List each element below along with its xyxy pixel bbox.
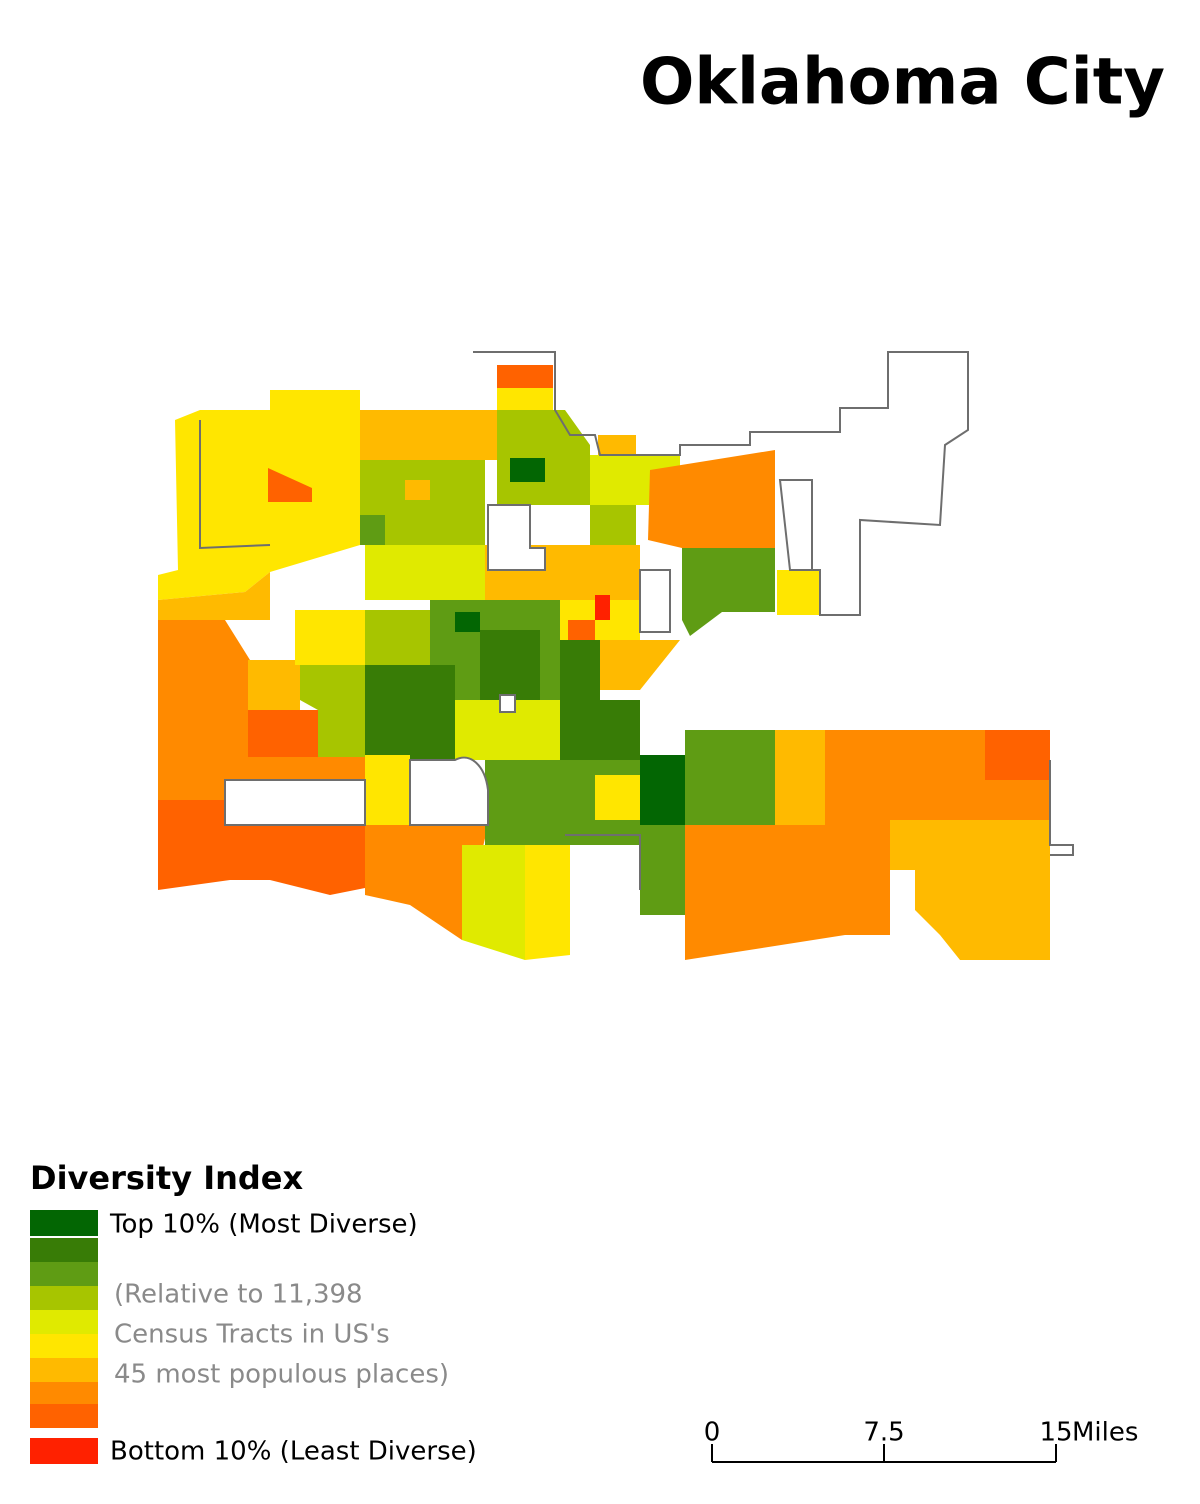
city-boundary	[199, 351, 1074, 890]
legend-swatch	[30, 1334, 98, 1358]
census-tract	[640, 755, 685, 825]
census-tract	[640, 825, 685, 915]
census-tract	[595, 775, 640, 820]
legend-note: (Relative to 11,398	[114, 1280, 363, 1310]
legend-swatch	[30, 1262, 98, 1286]
census-tract	[365, 665, 455, 760]
census-tract	[365, 610, 430, 665]
legend-title: Diversity Index	[30, 1159, 303, 1197]
legend-label: Bottom 10% (Least Diverse)	[110, 1437, 477, 1467]
census-tract	[158, 572, 270, 620]
legend-swatch	[30, 1438, 98, 1464]
census-tract	[600, 640, 680, 690]
legend: Top 10% (Most Diverse) Bottom 10% (Least …	[30, 1210, 477, 1467]
census-tract	[510, 458, 545, 482]
scale-unit: Miles	[1072, 1418, 1138, 1448]
scale-label: 15	[1039, 1418, 1072, 1448]
census-tract	[598, 435, 636, 455]
legend-label: Top 10% (Most Diverse)	[109, 1210, 418, 1240]
census-tract	[365, 825, 488, 940]
census-tract	[682, 548, 775, 636]
census-tract	[360, 515, 385, 545]
legend-swatch	[30, 1382, 98, 1406]
census-tract	[300, 665, 365, 757]
census-tract	[590, 505, 636, 548]
census-tract	[775, 730, 825, 825]
tract-map	[158, 365, 1050, 960]
census-tract	[568, 620, 595, 640]
census-tract	[268, 468, 312, 502]
census-tract	[985, 730, 1050, 780]
census-tract	[497, 388, 553, 410]
census-tract	[365, 545, 485, 600]
census-tract	[360, 460, 485, 545]
census-tract	[890, 820, 1050, 960]
census-tract	[455, 700, 560, 760]
census-tract	[685, 825, 890, 960]
scale-bar: 0 7.5 15 Miles	[704, 1418, 1138, 1463]
census-tract	[685, 730, 775, 825]
census-tract	[560, 700, 640, 760]
scale-label: 0	[704, 1418, 721, 1448]
legend-swatch	[30, 1358, 98, 1382]
census-tract	[248, 660, 300, 710]
census-tract	[777, 570, 820, 615]
census-tract	[365, 755, 410, 825]
census-tract	[158, 620, 250, 800]
census-tract	[480, 630, 540, 700]
census-tract	[360, 410, 500, 460]
map-title: Oklahoma City	[640, 46, 1165, 120]
legend-swatch	[30, 1286, 98, 1310]
legend-note: Census Tracts in US's	[114, 1320, 390, 1350]
census-tract	[248, 710, 318, 757]
legend-swatch	[30, 1404, 98, 1428]
legend-swatch	[30, 1210, 98, 1236]
census-tract	[250, 757, 365, 780]
census-tract	[497, 365, 553, 388]
census-tract	[158, 390, 360, 600]
scale-label: 7.5	[863, 1418, 904, 1448]
legend-swatch	[30, 1310, 98, 1334]
census-tract	[525, 845, 570, 960]
census-tract	[648, 450, 775, 548]
census-tract	[455, 612, 480, 632]
census-tract	[295, 610, 365, 665]
census-tract	[595, 595, 610, 620]
legend-swatch	[30, 1238, 98, 1262]
census-tract	[462, 845, 525, 960]
census-tract	[497, 410, 590, 505]
legend-note: 45 most populous places)	[114, 1360, 449, 1390]
census-tract	[405, 480, 430, 500]
census-tract	[560, 640, 600, 700]
